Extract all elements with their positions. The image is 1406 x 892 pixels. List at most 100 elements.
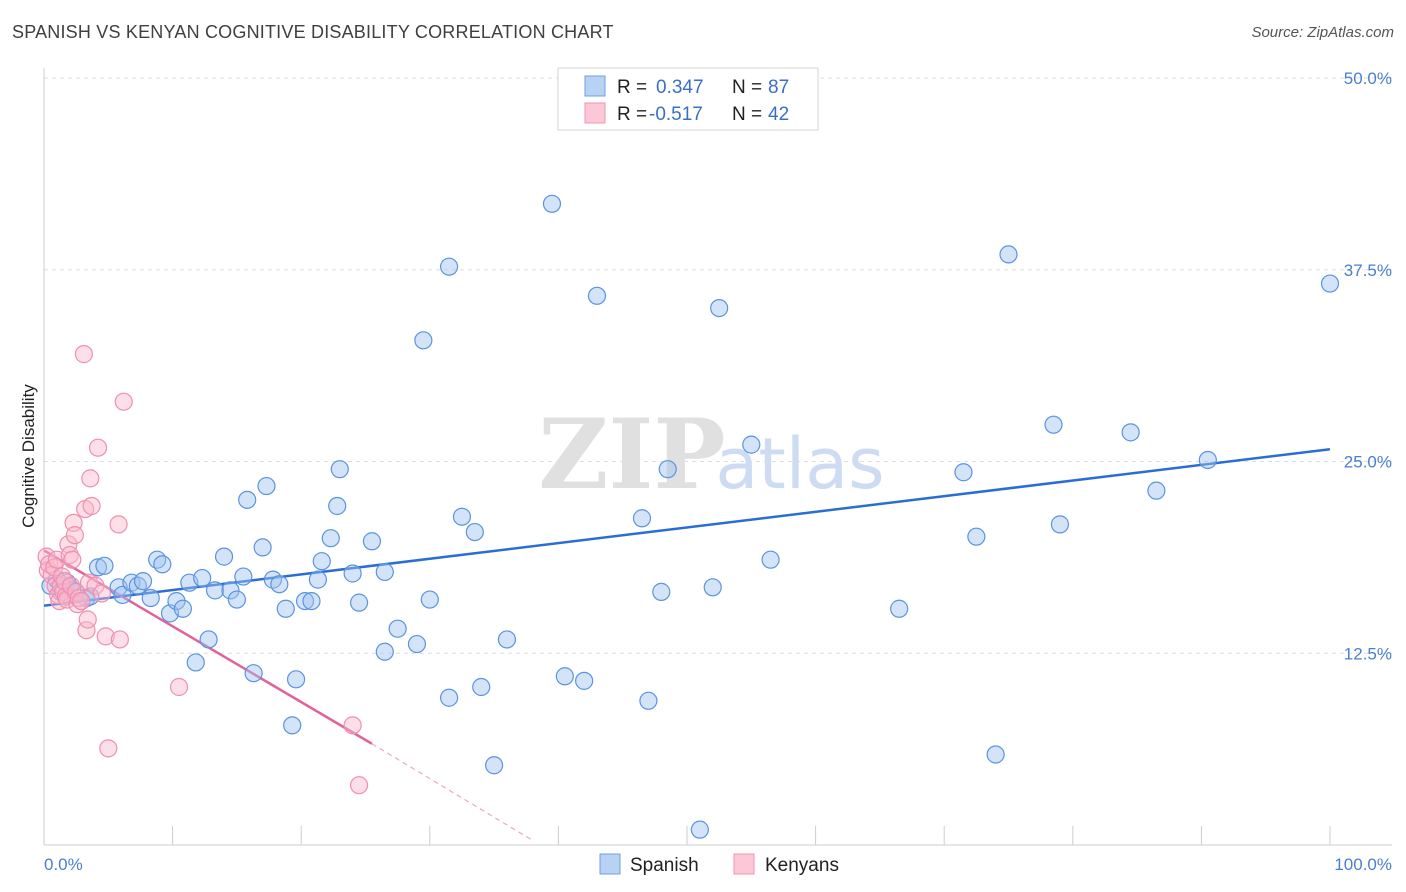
point-spanish-23: [186, 653, 205, 672]
point-kenyans-42: [349, 776, 369, 795]
point-spanish-65: [575, 671, 594, 690]
point-spanish-79: [986, 745, 1005, 764]
legend-swatch-kenyans: [584, 102, 606, 124]
point-spanish-55: [420, 590, 439, 609]
y-tick-label-3: 50.0%: [1344, 69, 1392, 88]
point-kenyans-33: [88, 438, 108, 457]
legend-n-label-spanish: N =: [732, 77, 762, 98]
point-spanish-12: [113, 585, 132, 605]
point-kenyans-37: [109, 515, 128, 534]
point-kenyans-30: [81, 469, 100, 488]
legend-r-label-kenyans: R =: [617, 104, 647, 125]
point-spanish-31: [238, 490, 257, 509]
point-spanish-80: [999, 245, 1018, 264]
point-spanish-48: [349, 593, 369, 612]
point-spanish-59: [465, 522, 484, 542]
point-spanish-27: [214, 547, 234, 566]
bottom-legend-swatch-spanish: [599, 853, 621, 875]
point-spanish-35: [263, 570, 283, 589]
trend-line-spanish: [43, 447, 1331, 607]
point-spanish-9: [88, 558, 108, 577]
watermark-zip: ZIP: [538, 398, 725, 511]
point-spanish-39: [286, 670, 306, 689]
bottom-legend-swatch-kenyans: [733, 853, 755, 875]
legend-n-value-spanish: 87: [768, 77, 789, 98]
point-spanish-18: [153, 555, 172, 574]
point-kenyans-40: [169, 677, 189, 697]
legend-r-value-spanish: 0.347: [656, 77, 704, 98]
point-spanish-53: [407, 634, 427, 654]
point-spanish-86: [1320, 274, 1340, 293]
bottom-legend-label-spanish: Spanish: [630, 855, 699, 876]
point-spanish-52: [388, 619, 407, 638]
point-spanish-78: [967, 527, 986, 546]
point-spanish-30: [234, 567, 253, 586]
point-kenyans-36: [99, 739, 118, 758]
point-spanish-58: [452, 507, 472, 526]
stats-legend: R = 0.347 N = 87 R = -0.517 N = 42: [557, 67, 819, 131]
point-spanish-73: [710, 299, 729, 318]
point-spanish-44: [321, 529, 340, 548]
point-kenyans-12: [55, 572, 74, 591]
bottom-legend-label-kenyans: Kenyans: [765, 855, 839, 876]
point-spanish-29: [227, 590, 246, 609]
point-kenyans-8: [50, 591, 69, 611]
point-spanish-10: [95, 556, 114, 575]
point-spanish-54: [414, 331, 433, 350]
point-spanish-69: [652, 582, 671, 601]
point-spanish-49: [362, 532, 382, 551]
point-spanish-64: [555, 667, 574, 686]
point-spanish-46: [330, 460, 349, 479]
point-spanish-61: [485, 756, 504, 775]
point-spanish-21: [173, 599, 192, 618]
point-spanish-32: [244, 664, 263, 683]
data-points: [37, 194, 1340, 839]
point-kenyans-39: [114, 392, 133, 411]
point-spanish-76: [890, 599, 909, 618]
point-spanish-28: [221, 581, 240, 600]
point-spanish-25: [199, 630, 218, 649]
point-kenyans-18: [63, 550, 82, 569]
y-axis-title: Cognitive Disability: [19, 384, 38, 528]
point-spanish-34: [257, 476, 276, 496]
point-spanish-37: [276, 599, 295, 618]
point-spanish-83: [1121, 423, 1140, 442]
point-spanish-38: [283, 716, 302, 735]
point-kenyans-41: [343, 716, 362, 735]
point-spanish-72: [703, 578, 722, 597]
series-legend: Spanish Kenyans: [599, 853, 839, 876]
point-spanish-45: [328, 496, 347, 516]
point-spanish-41: [302, 591, 321, 611]
point-spanish-60: [472, 677, 491, 697]
point-spanish-82: [1050, 515, 1070, 534]
point-kenyans-35: [96, 627, 115, 646]
point-spanish-50: [375, 642, 394, 661]
chart-title: SPANISH VS KENYAN COGNITIVE DISABILITY C…: [12, 22, 614, 42]
point-kenyans-34: [92, 584, 111, 603]
point-spanish-62: [497, 630, 517, 649]
point-kenyans-23: [69, 588, 88, 608]
legend-r-label-spanish: R =: [617, 77, 647, 98]
x-tick-label-left: 0.0%: [44, 855, 83, 874]
point-spanish-67: [632, 509, 652, 528]
point-spanish-43: [312, 552, 331, 571]
source-label: Source: ZipAtlas.com: [1251, 24, 1394, 41]
point-spanish-84: [1147, 481, 1166, 500]
x-tick-label-right: 100.0%: [1334, 855, 1392, 874]
y-tick-label-2: 37.5%: [1344, 261, 1392, 280]
point-spanish-15: [133, 572, 153, 591]
point-spanish-16: [141, 588, 160, 608]
legend-swatch-spanish: [584, 75, 606, 97]
trend-lines: [43, 447, 1331, 841]
point-spanish-75: [761, 550, 780, 569]
point-spanish-70: [658, 460, 677, 479]
tick-labels: 12.5% 25.0% 37.5% 50.0%: [1344, 69, 1392, 663]
point-spanish-66: [587, 286, 607, 305]
point-spanish-36: [270, 575, 289, 594]
y-tick-label-0: 12.5%: [1344, 644, 1392, 663]
legend-r-value-kenyans: -0.517: [649, 104, 703, 125]
point-spanish-51: [375, 562, 394, 582]
point-spanish-47: [343, 564, 362, 583]
legend-n-label-kenyans: N =: [732, 104, 762, 125]
